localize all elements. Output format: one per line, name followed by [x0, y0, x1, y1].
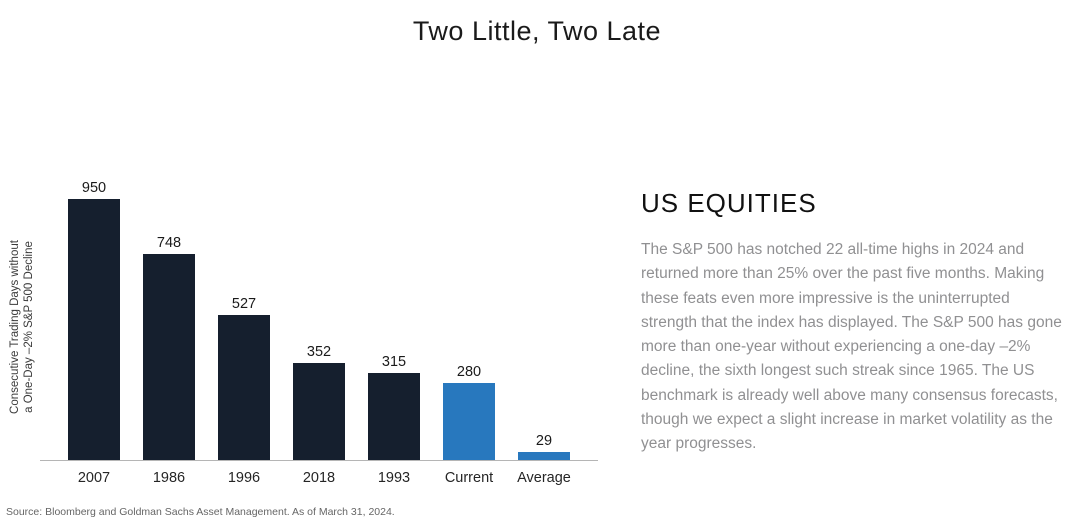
bar-group: 352	[293, 344, 345, 460]
section-heading: US EQUITIES	[641, 188, 817, 218]
commentary-panel: US EQUITIES The S&P 500 has notched 22 a…	[641, 188, 1066, 457]
x-axis-label: 1993	[377, 470, 411, 486]
y-axis-label: Consecutive Trading Days without a One-D…	[9, 240, 35, 414]
bar-value-label: 748	[156, 235, 182, 251]
x-axis-label: Current	[444, 470, 494, 486]
x-axis-label: 2018	[302, 470, 336, 486]
chart-plot: 950 748 527 352 315 280 29	[40, 160, 598, 461]
bar	[143, 254, 195, 460]
bar	[293, 363, 345, 460]
bar	[443, 383, 495, 460]
commentary-text: The S&P 500 has notched 22 all-time high…	[641, 241, 1062, 453]
bar-value-label: 315	[381, 354, 407, 370]
x-axis-label: Average	[517, 470, 571, 486]
bar-value-label: 527	[231, 296, 257, 312]
x-axis-label: 2007	[77, 470, 111, 486]
source-note: Source: Bloomberg and Goldman Sachs Asse…	[6, 506, 395, 518]
bar-chart: Consecutive Trading Days without a One-D…	[0, 160, 620, 492]
bar-value-label: 950	[81, 180, 107, 196]
bar-value-label: 280	[456, 364, 482, 380]
page-title: Two Little, Two Late	[412, 16, 662, 46]
bar-value-label: 352	[306, 344, 332, 360]
chart-xlabels: 2007 1986 1996 2018 1993 Current Average	[40, 464, 598, 492]
x-axis-label: 1986	[152, 470, 186, 486]
x-axis-label: 1996	[227, 470, 261, 486]
bar-value-label: 29	[535, 433, 553, 449]
bar	[518, 452, 570, 460]
bar-group: 280	[443, 364, 495, 460]
bar	[68, 199, 120, 460]
bar-group: 527	[218, 296, 270, 460]
bar	[218, 315, 270, 460]
bar-group: 950	[68, 180, 120, 460]
bar-group: 29	[518, 433, 570, 460]
bar	[368, 373, 420, 460]
bar-group: 315	[368, 354, 420, 460]
bar-group: 748	[143, 235, 195, 460]
